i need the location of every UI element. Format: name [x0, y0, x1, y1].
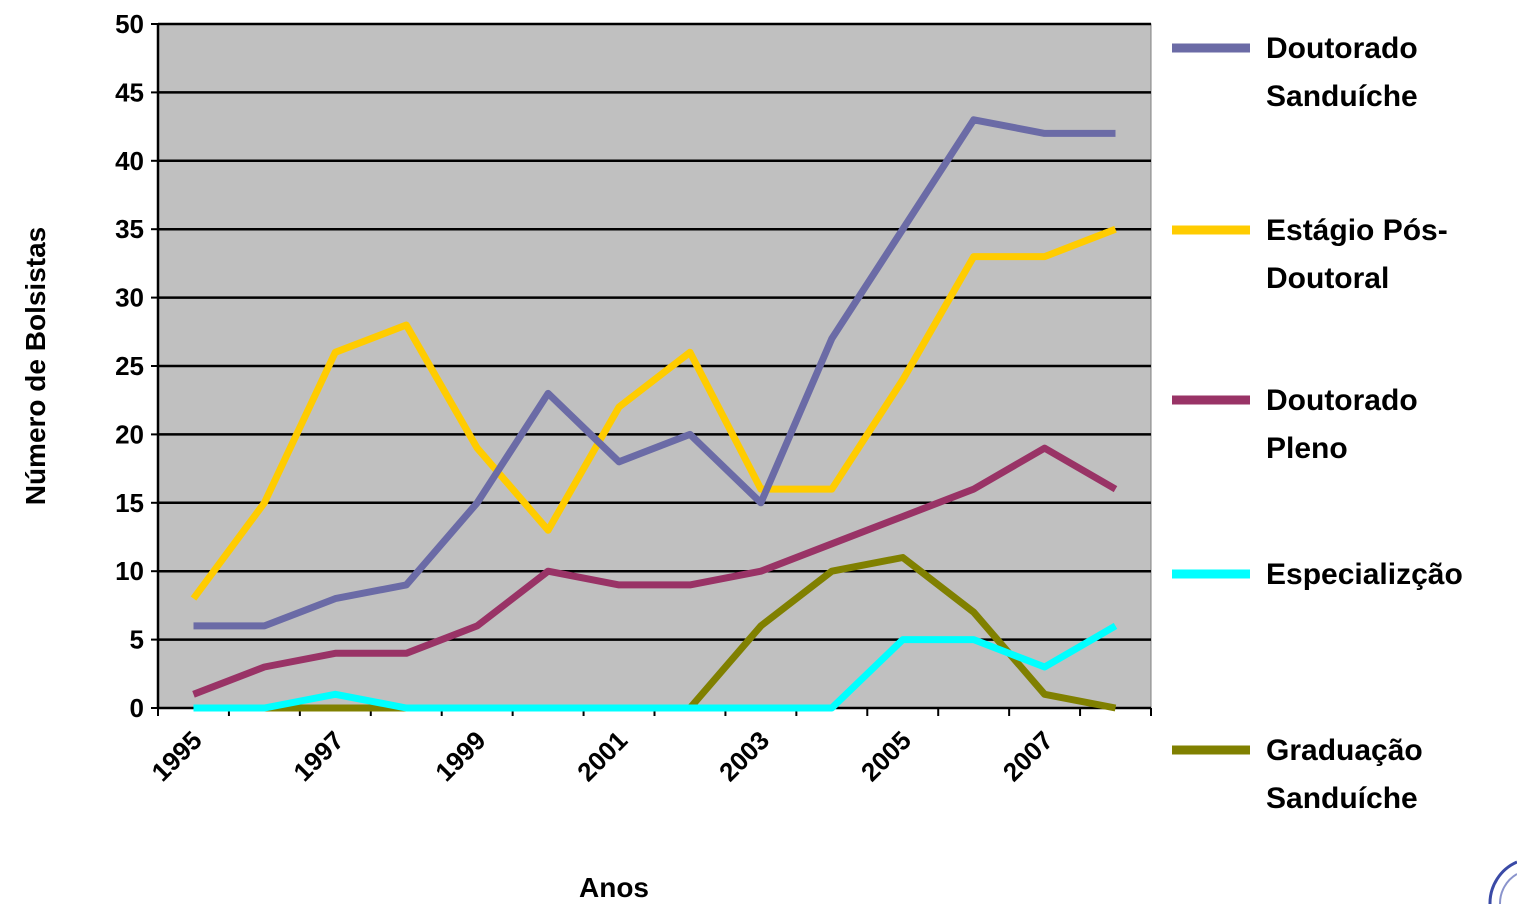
legend-label: Doutoral	[1266, 262, 1389, 295]
y-tick-labels: 0 5 10 15 20 25 30 35 40 45 50	[115, 9, 144, 723]
y-tick-label: 35	[115, 214, 144, 244]
x-tick-label: 2003	[713, 725, 775, 787]
legend-entry: Doutorado Pleno	[1172, 384, 1418, 465]
legend: Doutorado Sanduíche Estágio Pós- Doutoral Do…	[1172, 32, 1463, 815]
x-tick-label: 2007	[997, 725, 1059, 787]
legend-entry: Doutorado Sanduíche	[1172, 32, 1418, 113]
y-tick-label: 15	[115, 488, 144, 518]
legend-label: Sanduíche	[1266, 782, 1418, 815]
legend-entry: Estágio Pós- Doutoral	[1172, 214, 1448, 295]
y-tick-label: 50	[115, 9, 144, 39]
legend-entry: Especializção	[1172, 558, 1463, 591]
y-tick-label: 5	[130, 625, 144, 655]
y-tick-label: 30	[115, 283, 144, 313]
corner-logo	[1490, 862, 1517, 904]
x-tick-label: 1997	[287, 725, 349, 787]
x-tick-label: 1999	[429, 725, 491, 787]
x-tick-label: 1995	[146, 725, 208, 787]
legend-entry: Graduação Sanduíche	[1172, 734, 1423, 815]
legend-label: Doutorado	[1266, 384, 1418, 417]
legend-label: Sanduíche	[1266, 80, 1418, 113]
y-tick-label: 45	[115, 77, 144, 107]
y-tick-label: 25	[115, 351, 144, 381]
legend-label: Pleno	[1266, 432, 1348, 465]
y-tick-label: 20	[115, 419, 144, 449]
legend-label: Doutorado	[1266, 32, 1418, 65]
x-tick-label: 2005	[855, 725, 917, 787]
y-axis-title: Número de Bolsistas	[20, 227, 51, 506]
x-tick-labels: 1995 1997 1999 2001 2003 2005 2007	[146, 725, 1059, 787]
legend-label: Especializção	[1266, 558, 1463, 591]
legend-label: Estágio Pós-	[1266, 214, 1448, 247]
y-tick-label: 40	[115, 146, 144, 176]
y-tick-label: 0	[130, 693, 144, 723]
x-axis-title: Anos	[579, 872, 649, 903]
y-tick-label: 10	[115, 556, 144, 586]
legend-label: Graduação	[1266, 734, 1423, 767]
x-tick-label: 2001	[571, 725, 633, 787]
